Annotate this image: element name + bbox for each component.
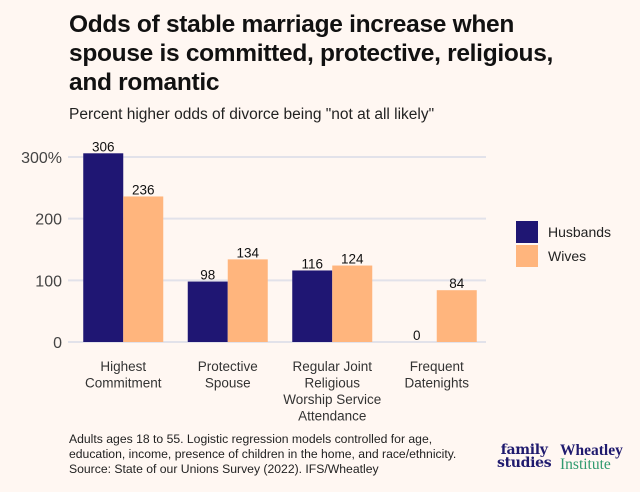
value-label: 116 (301, 256, 323, 271)
bar-husbands (83, 153, 124, 342)
legend: Husbands Wives (516, 221, 611, 267)
value-label: 98 (200, 268, 215, 283)
category-label: Protective (198, 359, 258, 374)
y-tick-label: 300% (21, 150, 62, 167)
y-tick-label: 100 (35, 273, 62, 290)
bar-husbands (292, 270, 333, 342)
bar-wives (227, 259, 268, 342)
category-label: Frequent (410, 359, 464, 374)
family-studies-logo: family studies (497, 442, 552, 471)
category-label: Regular Joint (292, 359, 372, 374)
value-label: 84 (449, 276, 465, 291)
category-label: Attendance (298, 409, 366, 424)
category-labels: Highest Commitment Protective Spouse Regular… (85, 359, 469, 424)
value-labels: 306 236 98 134 116 124 0 84 (92, 139, 465, 343)
legend-swatch-wives (516, 245, 538, 267)
bars (83, 153, 477, 342)
bar-chart: 0 100 200 300% 306 236 98 134 116 124 0 84 Highest… (21, 139, 611, 424)
value-label: 134 (236, 245, 259, 260)
legend-label: Husbands (548, 224, 611, 240)
legend-label: Wives (548, 248, 586, 264)
bar-wives (436, 290, 477, 342)
bar-husbands (187, 281, 228, 342)
y-tick-label: 200 (35, 212, 62, 229)
bar-wives (123, 196, 164, 342)
caption-line: Source: State of our Unions Survey (2022… (69, 462, 379, 476)
bar-wives (332, 265, 373, 342)
chart-title: Odds of stable marriage increase when sp… (69, 11, 554, 96)
chart-subtitle: Percent higher odds of divorce being "no… (69, 106, 435, 123)
caption-line: Adults ages 18 to 55. Logistic regressio… (69, 432, 433, 446)
caption: Adults ages 18 to 55. Logistic regressio… (69, 432, 509, 477)
category-label: Religious (304, 376, 360, 391)
wheatley-institute-logo: Wheatley Institute (560, 442, 623, 473)
value-label: 306 (92, 139, 115, 154)
value-label: 0 (413, 328, 421, 343)
caption-line: education, income, presence of children … (69, 447, 457, 461)
value-label: 124 (341, 252, 364, 267)
y-axis-ticks: 0 100 200 300% (21, 150, 62, 352)
category-label: Datenights (404, 376, 469, 391)
y-tick-label: 0 (53, 335, 62, 352)
value-label: 236 (132, 182, 155, 197)
category-label: Highest (100, 359, 146, 374)
category-label: Spouse (205, 376, 251, 391)
category-label: Commitment (85, 376, 162, 391)
legend-swatch-husbands (516, 221, 538, 243)
category-label: Worship Service (283, 392, 381, 407)
